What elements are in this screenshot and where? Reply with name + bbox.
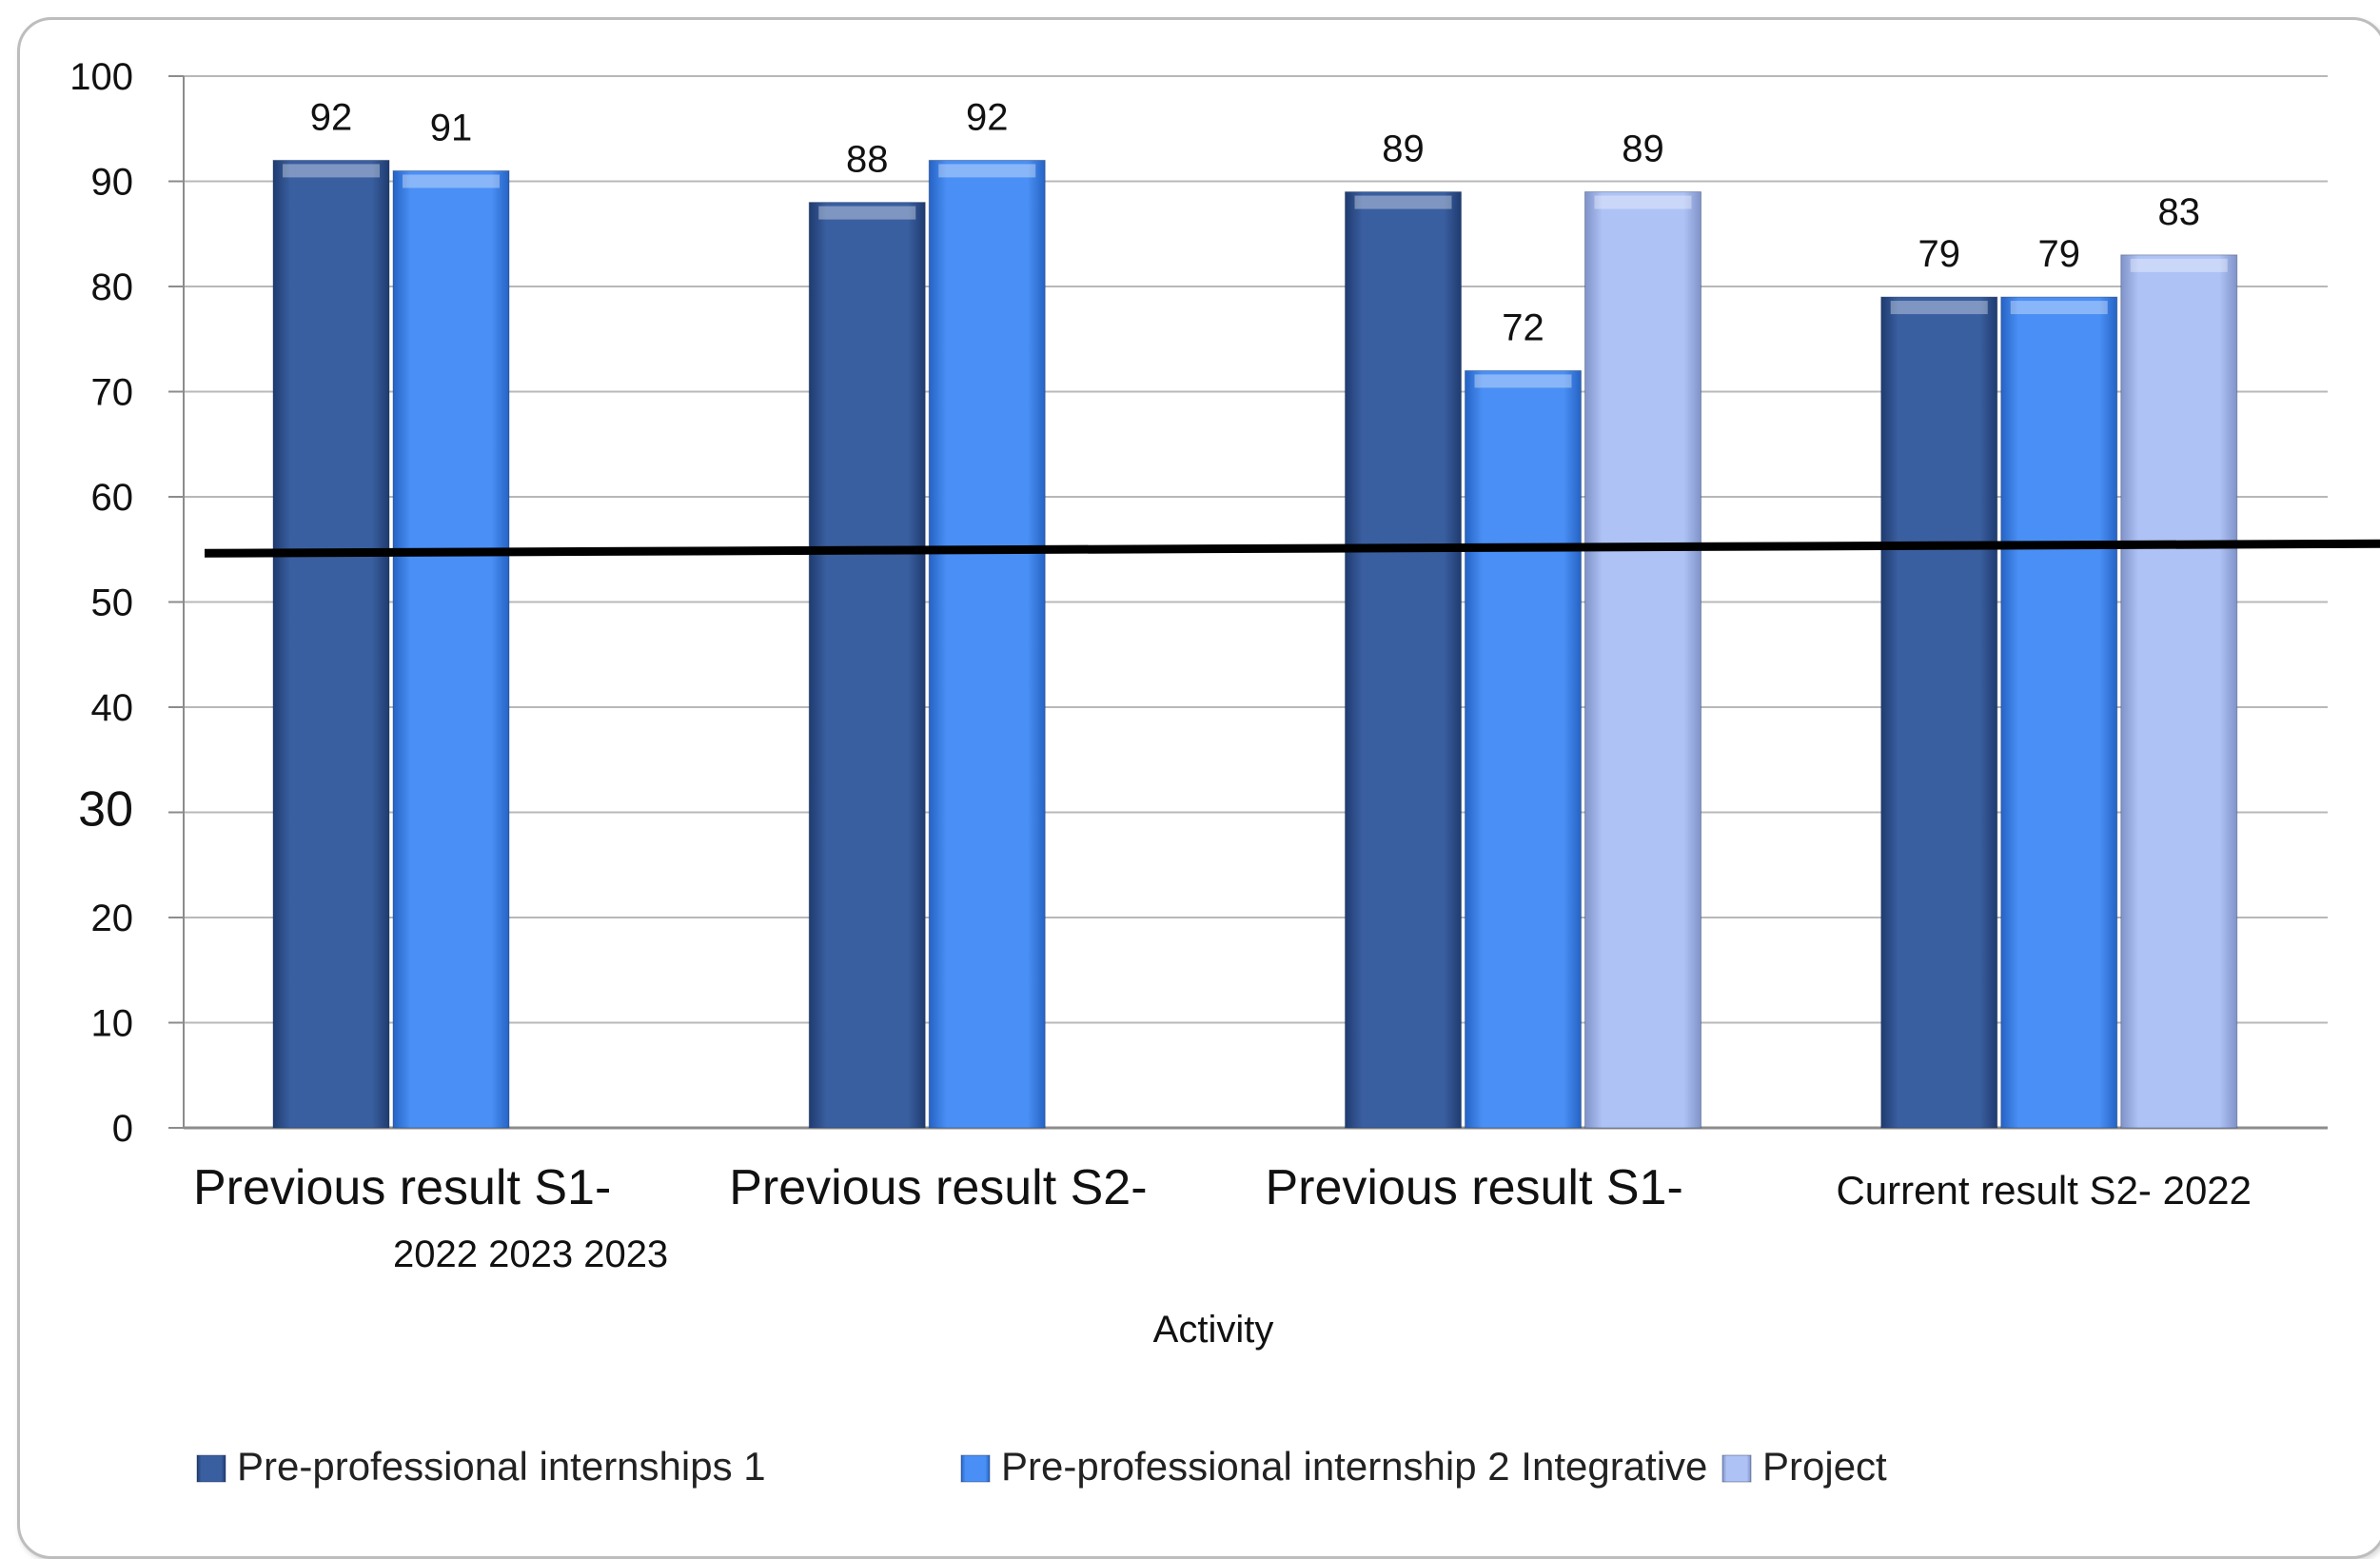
legend-label: Pre-professional internship 2 Integrativ… [1001, 1444, 1707, 1489]
data-label: 92 [310, 96, 353, 138]
legend-swatch [196, 1454, 226, 1483]
bar-highlight [1354, 195, 1452, 209]
bar-highlight [818, 206, 916, 220]
bar-highlight [283, 164, 380, 178]
bar-highlight [403, 174, 500, 188]
bar [272, 159, 390, 1129]
bars [272, 159, 2238, 1129]
data-label: 88 [846, 139, 889, 181]
legend-swatch [1721, 1454, 1752, 1483]
bar [1880, 296, 1998, 1129]
x-category-label: Current result S2- 2022 [1836, 1168, 2252, 1213]
x-category-label: Previous result S1- [193, 1160, 611, 1215]
legend-label: Pre-professional internships 1 [237, 1444, 766, 1489]
y-tick-label: 80 [91, 266, 134, 308]
bar [2120, 254, 2238, 1129]
data-label: 89 [1622, 128, 1664, 170]
y-tick-label: 60 [91, 477, 134, 519]
bar [1584, 191, 1701, 1129]
y-tick-label: 20 [91, 898, 134, 939]
axes: 0 10 20 30 40 50 60 70 80 90 100 Previous result S1… [69, 56, 2252, 1351]
x-category-label: Previous result S2- [729, 1160, 1147, 1215]
bar-highlight [938, 164, 1036, 178]
bar-highlight [2130, 258, 2228, 272]
data-label: 72 [1502, 306, 1544, 348]
bar [392, 169, 510, 1129]
y-tick-label: 50 [91, 582, 134, 624]
y-tick-label: 0 [112, 1108, 133, 1150]
data-label: 83 [2158, 191, 2201, 233]
x-category-label: Previous result S1- [1266, 1160, 1683, 1215]
reference-line-layer [204, 539, 2380, 558]
data-label: 91 [430, 107, 473, 148]
y-tick-label: 90 [91, 162, 134, 204]
data-labels: 92 91 88 92 89 72 89 79 79 83 [310, 96, 2200, 348]
bar-highlight [2010, 301, 2108, 315]
grid-lines [184, 75, 2328, 1130]
y-tick-label: 40 [91, 687, 134, 729]
y-tick-label: 70 [91, 372, 134, 414]
data-label: 79 [2038, 233, 2081, 275]
x-category-sublabel: 2022 2023 2023 [393, 1233, 668, 1275]
bar [1345, 191, 1462, 1129]
x-axis-title: Activity [1153, 1309, 1274, 1351]
data-label: 92 [966, 96, 1009, 138]
bar [1465, 369, 1582, 1129]
bar [2000, 296, 2118, 1129]
bar [928, 159, 1046, 1129]
bar-highlight [1594, 195, 1692, 209]
data-label: 79 [1918, 233, 1961, 275]
y-tick-label: 30 [78, 782, 133, 838]
bar-highlight [1890, 301, 1988, 315]
legend: Pre-professional internships 1 Pre-profes… [196, 1444, 1887, 1489]
legend-swatch [960, 1454, 991, 1483]
bar [808, 202, 926, 1129]
reference-line [204, 539, 2380, 558]
y-tick-label: 10 [91, 1003, 134, 1045]
y-tick-label: 100 [69, 56, 133, 98]
legend-label: Project [1762, 1444, 1887, 1489]
bar-highlight [1474, 374, 1572, 388]
data-label: 89 [1382, 128, 1425, 170]
